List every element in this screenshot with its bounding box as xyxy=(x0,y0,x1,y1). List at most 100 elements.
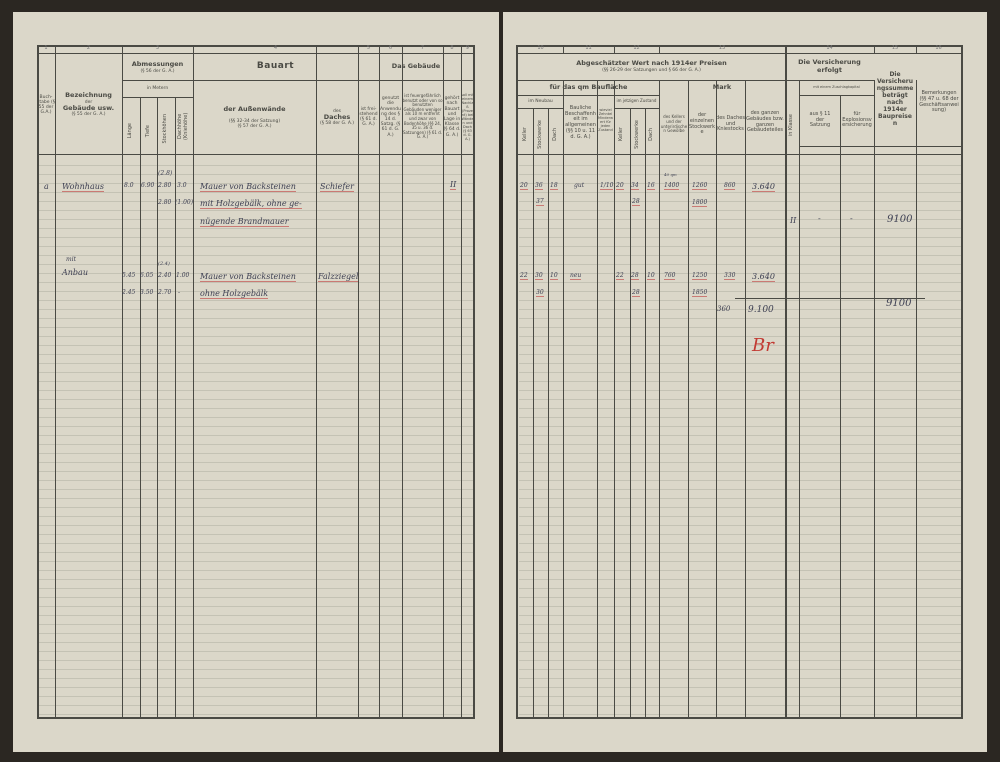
dim: 2.70 xyxy=(158,289,172,296)
grid-line xyxy=(614,80,615,718)
grid-line xyxy=(519,417,961,418)
grid-line xyxy=(519,408,961,409)
grid-line xyxy=(38,237,474,238)
grid-line xyxy=(519,426,961,427)
grid-line xyxy=(38,489,474,490)
val: 40 qm xyxy=(664,172,677,177)
grid-line xyxy=(519,390,961,391)
grid-line xyxy=(519,444,961,445)
grid-line xyxy=(516,154,963,155)
val: 1/10 xyxy=(600,182,614,190)
grid-line xyxy=(516,45,963,47)
wall-text: nügende Brandmauer xyxy=(200,217,289,227)
feuergefaehrlich-header: ist feuergefährlich benutzt oder von so … xyxy=(402,93,443,140)
entry-letter: a xyxy=(44,182,49,191)
grid-line xyxy=(519,165,961,166)
grid-line xyxy=(716,80,717,718)
dim: 3.50 xyxy=(140,289,154,296)
grid-line xyxy=(38,264,474,265)
grid-line xyxy=(38,696,474,697)
grid-line xyxy=(516,53,963,54)
col-num: 8 xyxy=(450,45,454,52)
klasse-value: II xyxy=(450,180,457,190)
entry-name: Wohnhaus xyxy=(62,182,104,192)
grid-line xyxy=(38,543,474,544)
grid-line xyxy=(38,588,474,589)
grid-line xyxy=(157,97,158,718)
bauart-header: Bauart xyxy=(256,61,295,72)
val: 22 xyxy=(520,272,528,280)
label: der xyxy=(84,99,93,105)
grid-line xyxy=(519,345,961,346)
grid-line xyxy=(38,552,474,553)
col-num: 4 xyxy=(273,45,278,52)
label: Dach xyxy=(648,127,655,141)
left-page xyxy=(13,12,499,752)
val: 10 xyxy=(647,272,655,280)
grid-line xyxy=(38,327,474,328)
val: 16 xyxy=(647,182,655,190)
grid-line xyxy=(38,597,474,598)
val: 3.640 xyxy=(752,182,775,192)
val: 10 xyxy=(550,272,558,280)
grid-line xyxy=(519,183,961,184)
buchstabe-header: Buch-stabe (§ 55 der G.A.) xyxy=(37,94,55,116)
grid-line xyxy=(38,363,474,364)
grid-line xyxy=(38,678,474,679)
grid-line xyxy=(519,480,961,481)
grid-line xyxy=(38,651,474,652)
label: Länge xyxy=(127,123,134,139)
grid-line xyxy=(38,165,474,166)
grid-line xyxy=(519,696,961,697)
col-num: 6 xyxy=(388,45,393,52)
grid-line xyxy=(519,516,961,517)
label: (§ 57 der G. A.) xyxy=(237,124,272,130)
grid-line xyxy=(519,192,961,193)
grid-line xyxy=(518,80,874,81)
zehntel-header: wieviel Zehntel Minderwert für jeden Zus… xyxy=(598,107,613,133)
total-ganz: 9.100 xyxy=(748,305,774,315)
dim: - xyxy=(178,289,181,296)
grid-line xyxy=(519,633,961,634)
grid-line xyxy=(38,309,474,310)
grid-line xyxy=(519,714,961,715)
grid-line xyxy=(519,507,961,508)
val: 3.640 xyxy=(752,272,775,282)
label: Keller xyxy=(618,126,625,142)
val: 28 xyxy=(631,272,639,280)
grid-line xyxy=(519,579,961,580)
grid-line xyxy=(38,345,474,346)
col-num: 12 xyxy=(633,45,640,52)
jetzt-stockwerke: Stockwerke xyxy=(630,115,645,153)
grid-line xyxy=(519,237,961,238)
nachlass-header: soll mit einem Nachlaß (Prozent) bei Wän… xyxy=(461,92,474,142)
grid-line xyxy=(519,462,961,463)
grid-line xyxy=(38,273,474,274)
grid-line xyxy=(799,146,961,147)
grid-line xyxy=(799,80,800,718)
grid-line xyxy=(519,498,961,499)
grid-line xyxy=(519,606,961,607)
label: (§§ 32-34 der Satzung) xyxy=(228,119,281,125)
grid-line xyxy=(519,264,961,265)
grid-line xyxy=(961,45,963,719)
gebaeude-header: Das Gebäude xyxy=(391,61,441,70)
grid-line xyxy=(473,45,475,719)
grid-line xyxy=(38,561,474,562)
grid-line xyxy=(614,108,659,109)
versicherung-header: Die Versicherung erfolgt xyxy=(798,58,861,74)
dachhoehe-header: Dachhöhe (Kniehöhe) xyxy=(175,100,193,152)
grid-line xyxy=(519,597,961,598)
grid-line xyxy=(38,534,474,535)
label: des xyxy=(333,108,341,114)
grid-line xyxy=(38,336,474,337)
grid-line xyxy=(38,426,474,427)
label: Stockhöhen xyxy=(162,113,169,144)
neubau-header: im Neubau xyxy=(528,98,553,104)
grid-line xyxy=(37,717,474,719)
val: 22 xyxy=(616,272,624,280)
label: Daches xyxy=(323,112,351,121)
grid-line xyxy=(519,525,961,526)
grid-line xyxy=(38,516,474,517)
grid-line xyxy=(548,108,549,718)
